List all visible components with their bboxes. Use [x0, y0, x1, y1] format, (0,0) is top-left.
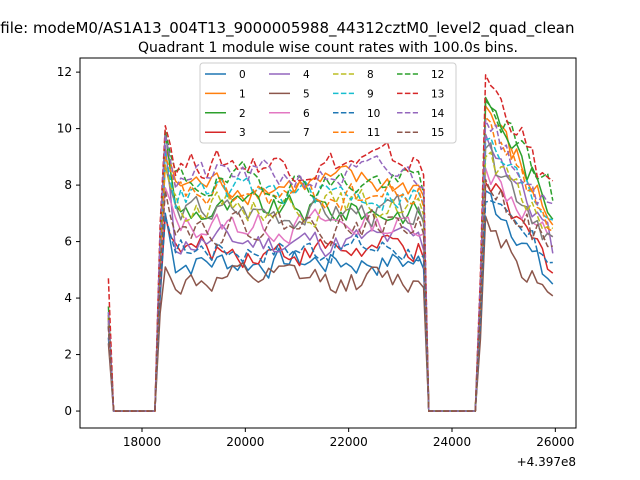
- legend-label-10: 10: [367, 108, 380, 120]
- x-tick-label: 18000: [123, 435, 161, 449]
- legend-label-9: 9: [367, 88, 374, 100]
- legend-label-1: 1: [239, 88, 246, 100]
- series-line-8: [107, 151, 554, 412]
- legend-label-8: 8: [367, 69, 374, 81]
- legend-label-4: 4: [303, 69, 310, 81]
- y-tick-label: 10: [57, 122, 72, 136]
- x-tick-label: 24000: [433, 435, 471, 449]
- series-line-15: [107, 178, 553, 412]
- series-line-5: [107, 215, 554, 412]
- legend-label-15: 15: [431, 127, 444, 139]
- legend-label-0: 0: [239, 69, 246, 81]
- x-tick-label: 22000: [330, 435, 368, 449]
- x-offset-label: +4.397e8: [517, 455, 576, 469]
- x-axis: 18000 20000 22000 24000 26000: [123, 428, 574, 449]
- suptitle: h file: modeM0/AS1A13_004T13_9000005988_…: [0, 19, 575, 38]
- x-tick-label: 20000: [226, 435, 264, 449]
- legend-label-7: 7: [303, 127, 310, 139]
- legend-label-5: 5: [303, 88, 310, 100]
- series-line-9: [107, 137, 554, 412]
- legend-label-12: 12: [431, 69, 444, 81]
- legend-label-3: 3: [239, 127, 246, 139]
- y-tick-label: 4: [64, 291, 72, 305]
- y-axis: 0 2 4 6 8 10 12: [57, 65, 80, 418]
- x-tick-label: 26000: [536, 435, 574, 449]
- legend-label-13: 13: [431, 88, 444, 100]
- y-tick-label: 0: [64, 404, 72, 418]
- y-tick-label: 6: [64, 235, 72, 249]
- plot-frame: [79, 57, 577, 429]
- legend-label-14: 14: [431, 108, 445, 120]
- legend-frame: [199, 62, 457, 144]
- series-layer: [107, 74, 554, 412]
- legend-label-11: 11: [367, 127, 380, 139]
- legend-label-2: 2: [239, 108, 246, 120]
- chart-title: Quadrant 1 module wise count rates with …: [138, 40, 518, 56]
- legend-label-6: 6: [303, 108, 310, 120]
- y-tick-label: 2: [64, 348, 72, 362]
- y-tick-label: 8: [64, 178, 72, 192]
- series-line-14: [107, 119, 553, 412]
- y-tick-label: 12: [57, 65, 72, 79]
